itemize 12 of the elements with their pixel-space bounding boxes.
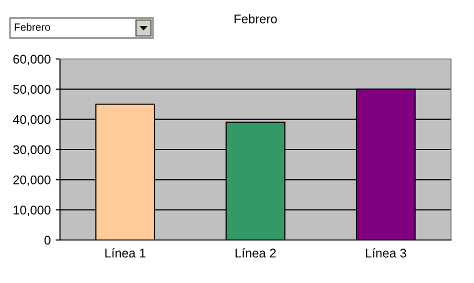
x-tick-label: Línea 3 [366, 248, 406, 258]
chart-title: Febrero [234, 14, 277, 24]
y-tick-label: 60,000 [13, 54, 50, 66]
y-tick-label: 0 [44, 236, 50, 245]
y-tick-label: 10,000 [14, 206, 50, 216]
x-tick-label: Línea 1 [105, 248, 146, 258]
x-tick-label: Línea 2 [236, 248, 276, 258]
y-tick-label: 30,000 [13, 145, 50, 156]
text: Febrero [14, 23, 50, 31]
y-tick-label: 50,000 [13, 84, 50, 96]
y-tick-label: 20,000 [13, 175, 50, 186]
y-tick-label: 40,000 [13, 115, 50, 126]
